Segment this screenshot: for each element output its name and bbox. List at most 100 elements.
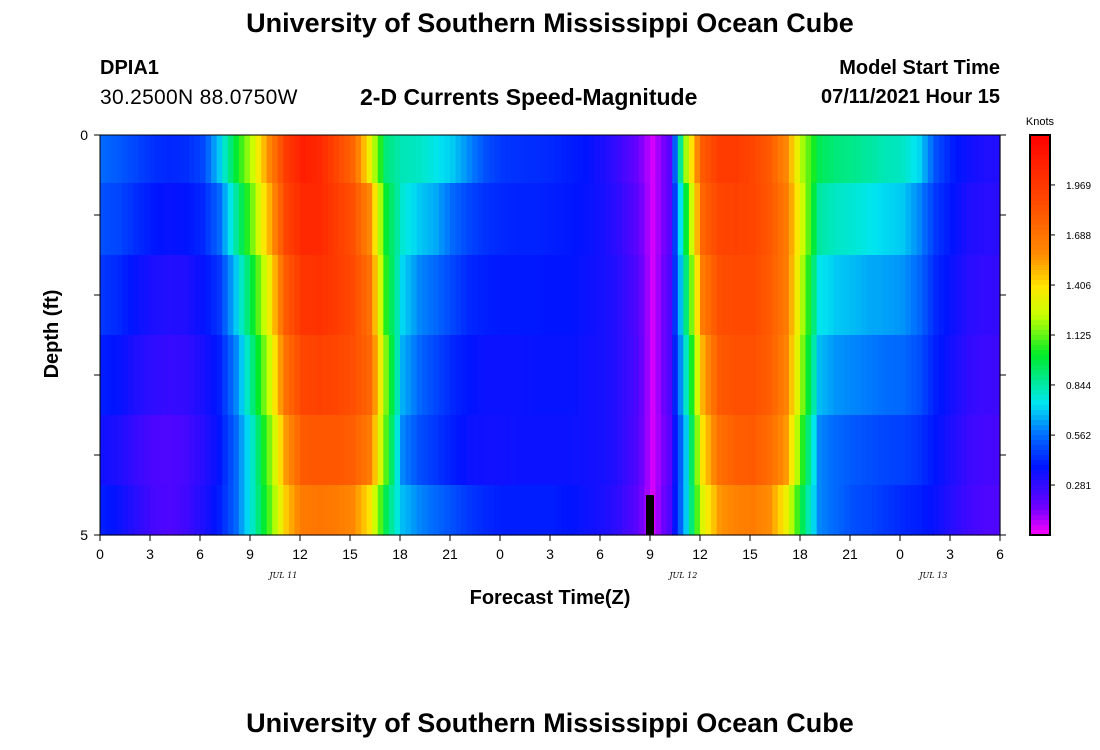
colorbar-segment <box>1030 475 1050 481</box>
heatmap-cell <box>655 335 662 416</box>
heatmap-cell <box>188 255 196 336</box>
heatmap-cell <box>700 183 707 256</box>
heatmap-cell <box>988 485 996 536</box>
colorbar-segment <box>1030 160 1050 166</box>
heatmap-cell <box>700 255 707 336</box>
colorbar-segment <box>1030 135 1050 141</box>
heatmap-cell <box>105 485 112 536</box>
heatmap-cell <box>516 183 523 256</box>
heatmap-cell <box>705 335 712 416</box>
heatmap-cell <box>138 485 146 536</box>
heatmap-cell <box>883 135 890 184</box>
x-tick-label: 12 <box>292 546 308 562</box>
heatmap-cell <box>772 335 779 416</box>
heatmap-cell <box>305 485 312 536</box>
heatmap-cell <box>438 485 446 536</box>
heatmap-cell <box>350 135 357 184</box>
heatmap-cell <box>783 135 790 184</box>
heatmap-cell <box>455 335 462 416</box>
heatmap-cell <box>627 335 634 416</box>
colorbar-segment <box>1030 410 1050 416</box>
heatmap-cell <box>661 183 668 256</box>
heatmap-cell <box>811 485 818 536</box>
heatmap-cell <box>150 183 157 256</box>
heatmap-cell <box>327 255 334 336</box>
heatmap-cell <box>838 415 846 486</box>
heatmap-cell <box>755 335 762 416</box>
heatmap-cell <box>688 255 696 336</box>
heatmap-cell <box>566 255 573 336</box>
heatmap-cell <box>700 415 707 486</box>
heatmap-cell <box>683 183 690 256</box>
heatmap-cell <box>544 485 551 536</box>
heatmap-cell <box>316 135 323 184</box>
heatmap-cell <box>616 485 623 536</box>
heatmap-cell <box>455 255 462 336</box>
heatmap-cell <box>483 485 490 536</box>
heatmap-cell <box>666 183 673 256</box>
colorbar-segment <box>1030 495 1050 501</box>
heatmap-cell <box>444 335 451 416</box>
heatmap-cell <box>627 415 634 486</box>
heatmap-cell <box>727 415 734 486</box>
heatmap-cell <box>122 255 129 336</box>
heatmap-cell <box>733 335 740 416</box>
heatmap-cell <box>305 255 312 336</box>
heatmap-cell <box>227 255 234 336</box>
x-tick-label: 6 <box>196 546 204 562</box>
heatmap-cell <box>166 255 173 336</box>
heatmap-cell <box>272 135 279 184</box>
heatmap-cell <box>533 335 540 416</box>
heatmap-cell <box>294 183 301 256</box>
heatmap-cell <box>933 255 940 336</box>
heatmap-cell <box>672 485 679 536</box>
heatmap-cell <box>327 415 334 486</box>
heatmap-cell <box>266 255 273 336</box>
heatmap-cell <box>566 415 573 486</box>
heatmap-cell <box>611 485 618 536</box>
heatmap-cell <box>911 183 918 256</box>
heatmap-cell <box>161 415 168 486</box>
heatmap-cell <box>455 415 462 486</box>
heatmap-cell <box>122 335 129 416</box>
heatmap-cell <box>572 415 579 486</box>
heatmap-cell <box>355 415 362 486</box>
heatmap-cell <box>466 335 473 416</box>
heatmap-cell <box>883 255 890 336</box>
heatmap-cell <box>683 415 690 486</box>
heatmap-cell <box>666 135 673 184</box>
heatmap-cell <box>222 183 229 256</box>
heatmap-cell <box>166 135 173 184</box>
colorbar-segment <box>1030 265 1050 271</box>
heatmap-cell <box>750 485 757 536</box>
heatmap-cell <box>755 415 762 486</box>
heatmap-cell <box>916 183 923 256</box>
heatmap-cell <box>322 255 329 336</box>
heatmap-cell <box>577 183 584 256</box>
heatmap-cell <box>761 135 768 184</box>
heatmap-cell <box>861 135 868 184</box>
y-axis-title: Depth (ft) <box>41 290 63 379</box>
heatmap-cell <box>144 255 151 336</box>
heatmap-cell <box>544 335 551 416</box>
heatmap-cell <box>661 485 668 536</box>
heatmap-cell <box>505 255 512 336</box>
heatmap-cell <box>450 335 457 416</box>
x-tick-label: 21 <box>442 546 458 562</box>
heatmap-cell <box>527 255 534 336</box>
heatmap-cell <box>927 485 934 536</box>
heatmap-cell <box>794 183 801 256</box>
heatmap-cell <box>811 255 818 336</box>
colorbar-segment <box>1030 210 1050 216</box>
colorbar-segment <box>1030 530 1050 536</box>
colorbar-segment <box>1030 450 1050 456</box>
heatmap-cell <box>477 183 484 256</box>
heatmap-cell <box>361 485 368 536</box>
heatmap-cell <box>222 135 229 184</box>
heatmap-cell <box>722 415 729 486</box>
heatmap-cell <box>333 135 340 184</box>
heatmap-cell <box>561 415 568 486</box>
heatmap-cell <box>855 415 862 486</box>
heatmap-cell <box>538 255 546 336</box>
heatmap-cell <box>511 415 518 486</box>
